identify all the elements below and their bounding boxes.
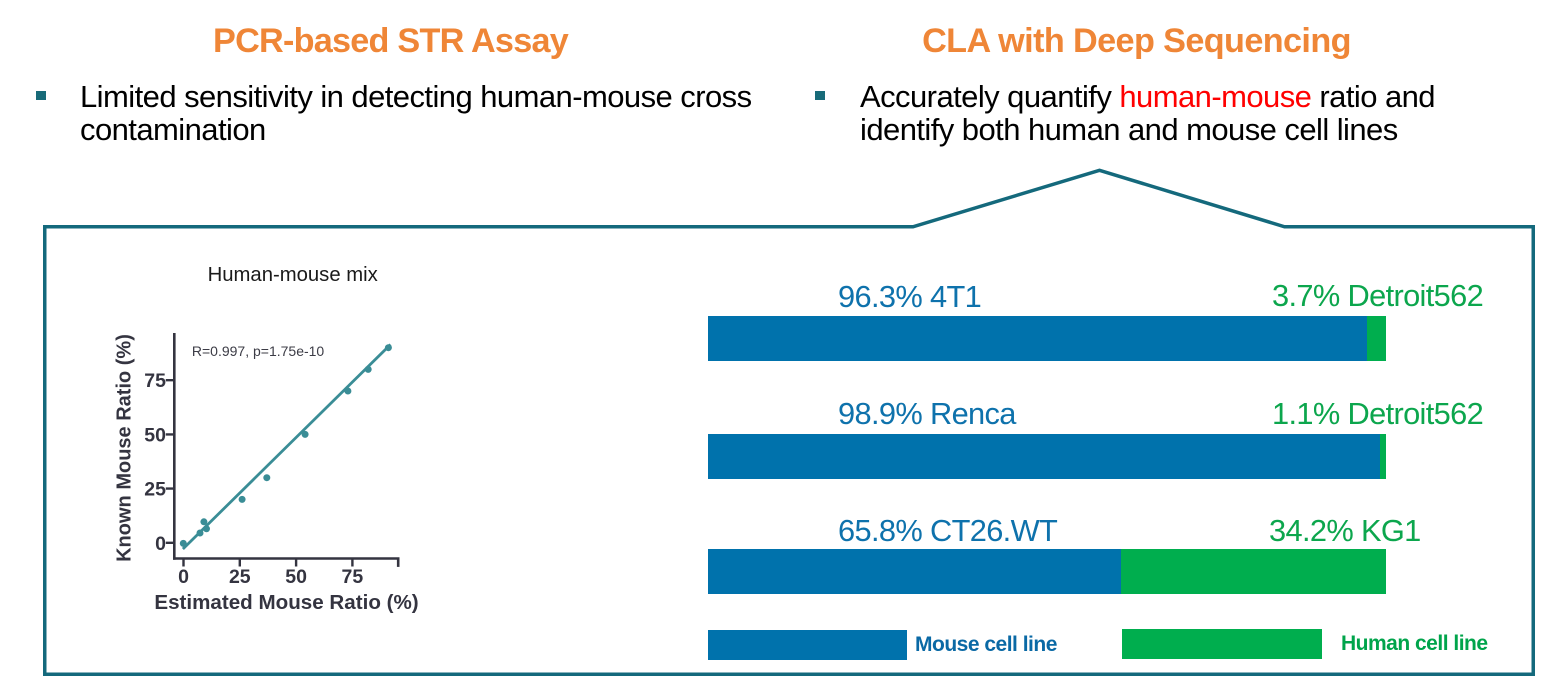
svg-text:25: 25	[229, 566, 251, 588]
svg-text:50: 50	[285, 566, 307, 588]
svg-text:Known Mouse Ratio (%): Known Mouse Ratio (%)	[114, 334, 136, 562]
svg-text:0: 0	[155, 533, 166, 555]
svg-text:75: 75	[144, 370, 166, 392]
svg-text:25: 25	[144, 479, 166, 501]
svg-text:0: 0	[178, 566, 189, 588]
svg-text:Estimated Mouse Ratio (%): Estimated Mouse Ratio (%)	[154, 591, 418, 614]
svg-text:50: 50	[144, 424, 166, 446]
svg-text:75: 75	[342, 566, 364, 588]
svg-text:Human-mouse mix: Human-mouse mix	[208, 264, 378, 286]
svg-text:R=0.997, p=1.75e-10: R=0.997, p=1.75e-10	[192, 343, 325, 359]
